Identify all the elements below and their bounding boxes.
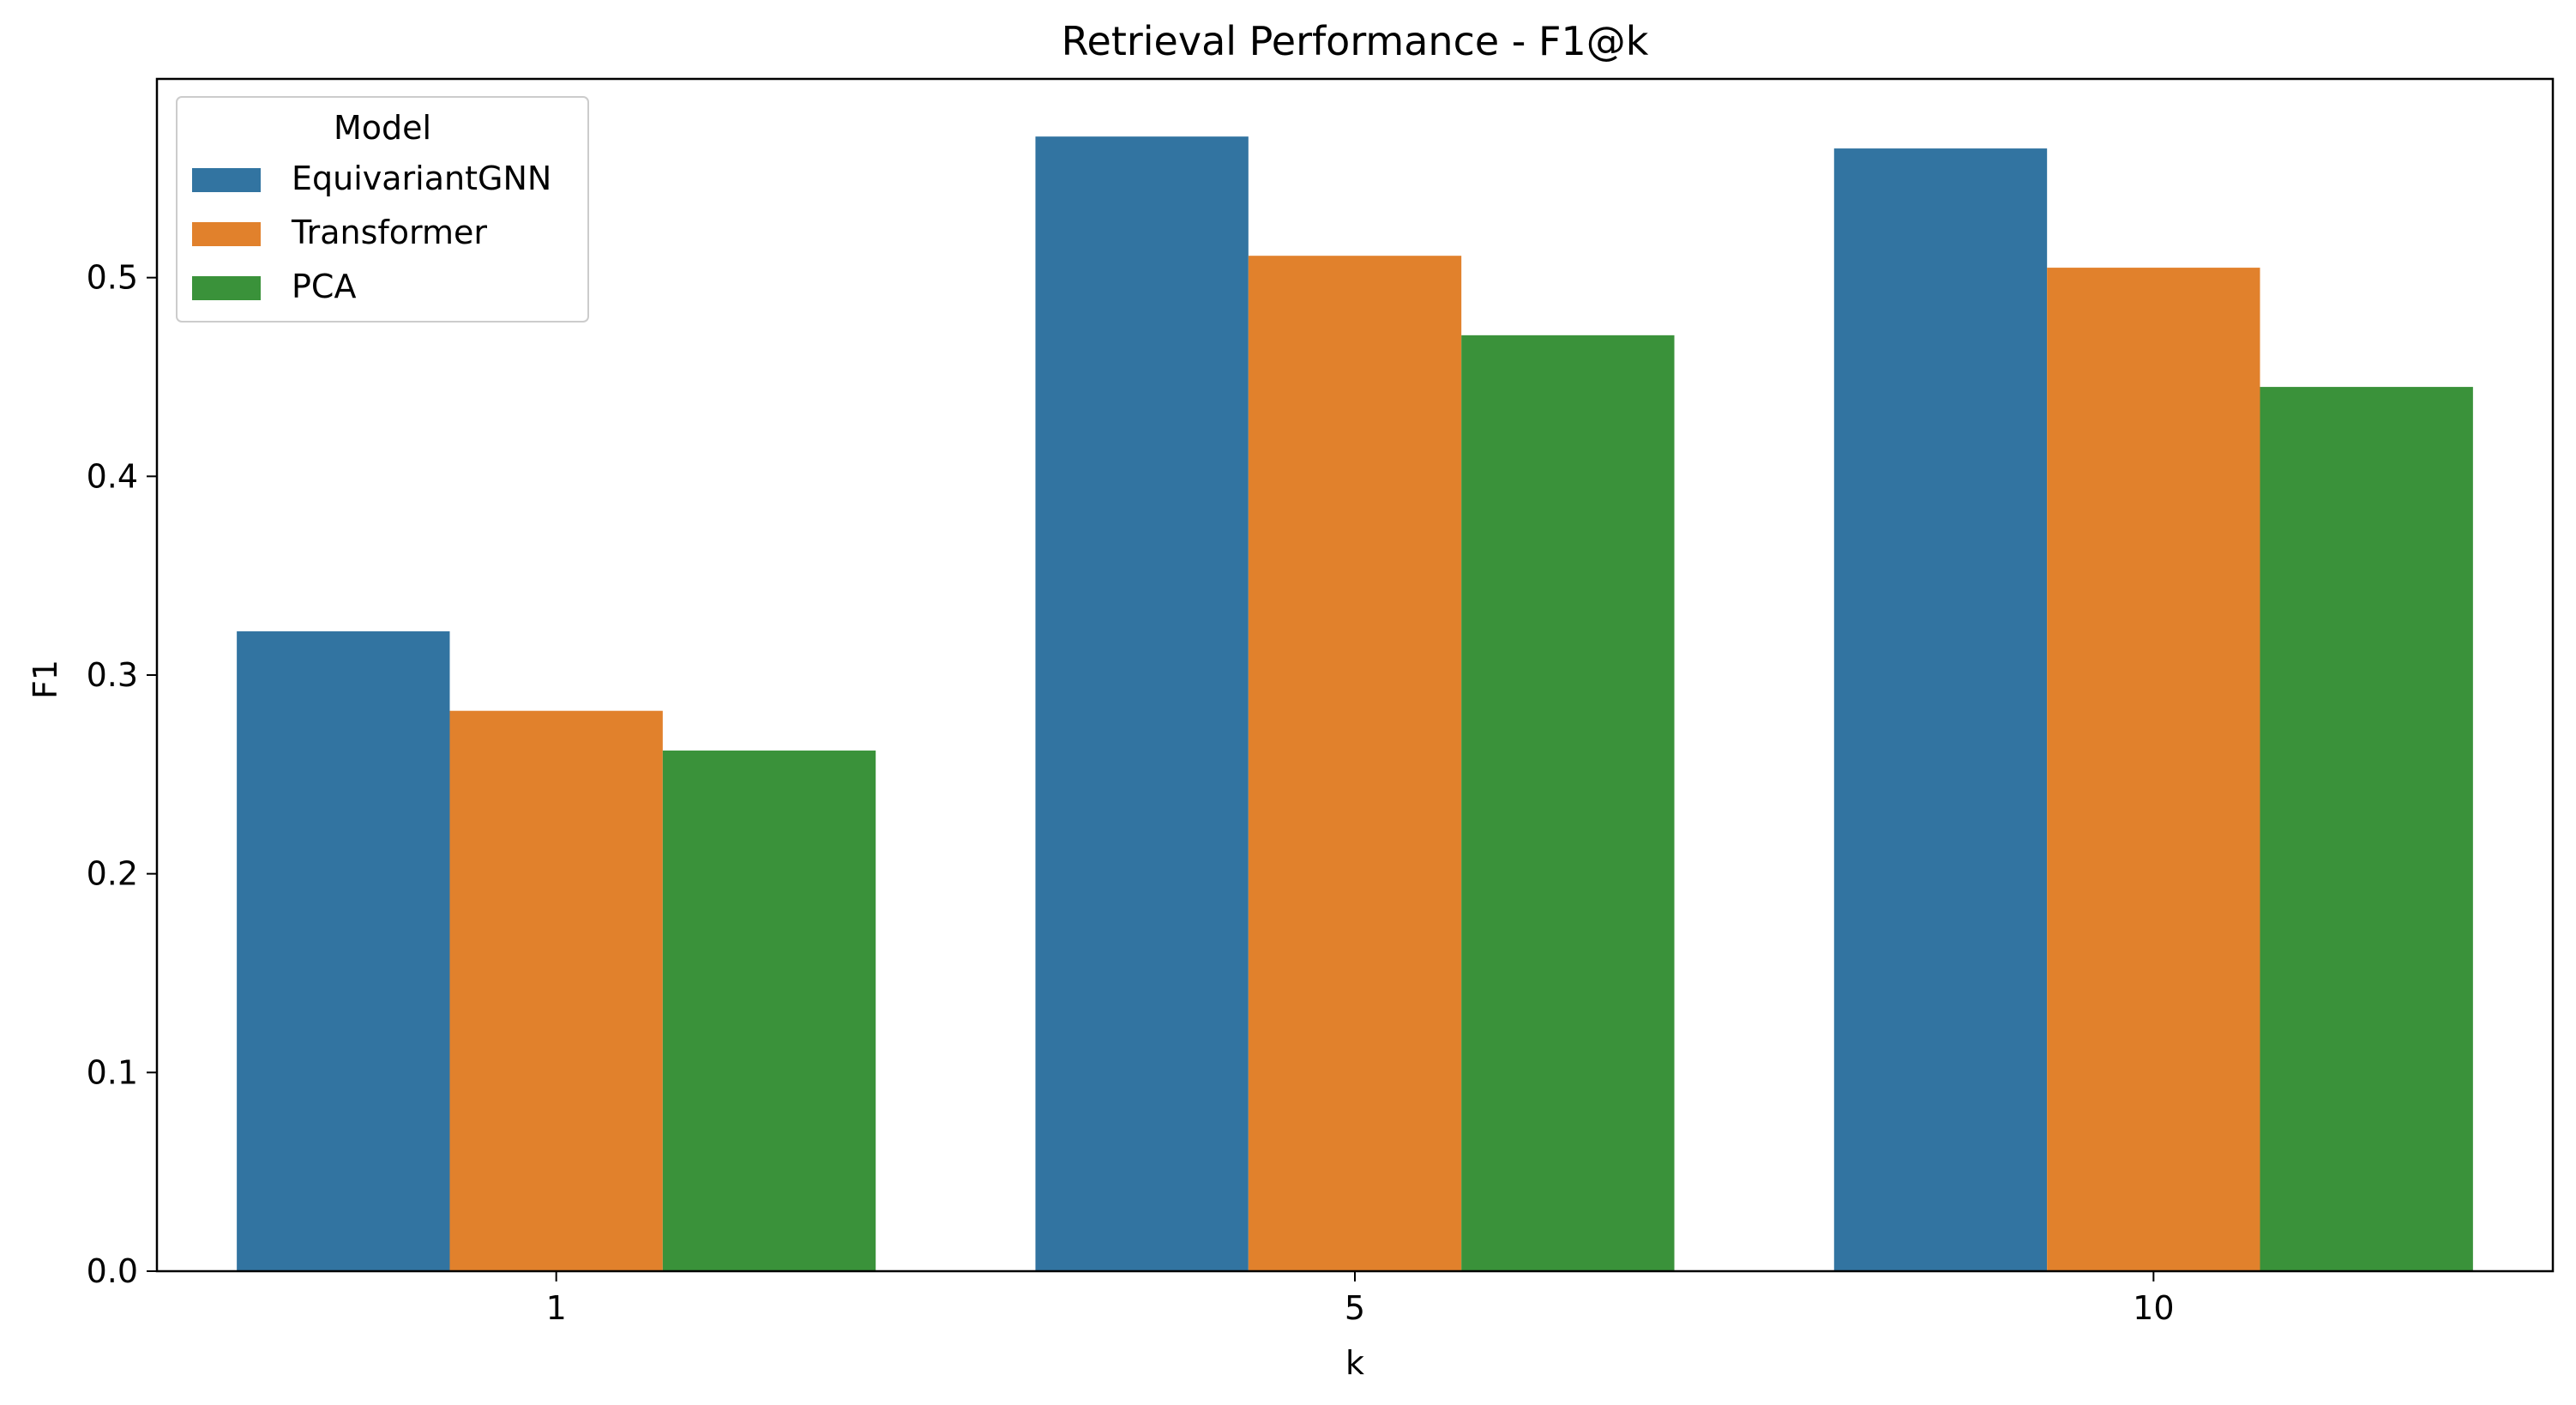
- y-tick-label: 0.5: [87, 259, 138, 297]
- bar-equivariantgnn-k10: [1833, 148, 2048, 1271]
- bar-equivariantgnn-k5: [1035, 136, 1249, 1271]
- plot-area: [155, 77, 2555, 1273]
- y-tick-label: 0.2: [87, 855, 138, 893]
- y-tick-label: 0.3: [87, 656, 138, 694]
- legend-swatch-transformer: [192, 222, 261, 246]
- x-axis-label: k: [1345, 1344, 1364, 1382]
- x-axis: 1 5 10: [546, 1271, 2175, 1327]
- x-tick-label: 5: [1345, 1289, 1365, 1327]
- bar-equivariantgnn-k1: [237, 631, 450, 1271]
- legend-box: [176, 96, 589, 323]
- y-tick-label: 0.1: [87, 1053, 138, 1091]
- y-tick-label: 0.0: [87, 1252, 138, 1290]
- y-axis-label: F1: [27, 660, 64, 699]
- bar-transformer-k10: [2047, 268, 2260, 1271]
- bars-group: [237, 136, 2473, 1272]
- legend-label-equivariantgnn: EquivariantGNN: [292, 160, 551, 197]
- legend: Model EquivariantGNN Transformer PCA: [176, 96, 589, 323]
- legend-swatch-pca: [192, 276, 261, 300]
- bar-pca-k10: [2260, 387, 2473, 1271]
- bar-pca-k5: [1461, 335, 1675, 1272]
- legend-label-pca: PCA: [292, 268, 356, 305]
- x-tick-label: 1: [546, 1289, 567, 1327]
- y-axis: 0.0 0.1 0.2 0.3 0.4 0.5: [87, 259, 157, 1290]
- chart-title: Retrieval Performance - F1@k: [1062, 18, 1649, 64]
- legend-label-transformer: Transformer: [291, 214, 487, 251]
- bar-pca-k1: [662, 751, 876, 1271]
- bar-transformer-k5: [1248, 256, 1462, 1271]
- bar-transformer-k1: [449, 710, 663, 1271]
- y-tick-label: 0.4: [87, 457, 138, 495]
- x-tick-label: 10: [2133, 1289, 2174, 1327]
- legend-swatch-equivariantgnn: [192, 168, 261, 192]
- legend-items: EquivariantGNN Transformer PCA: [192, 160, 551, 305]
- legend-title: Model: [334, 109, 431, 147]
